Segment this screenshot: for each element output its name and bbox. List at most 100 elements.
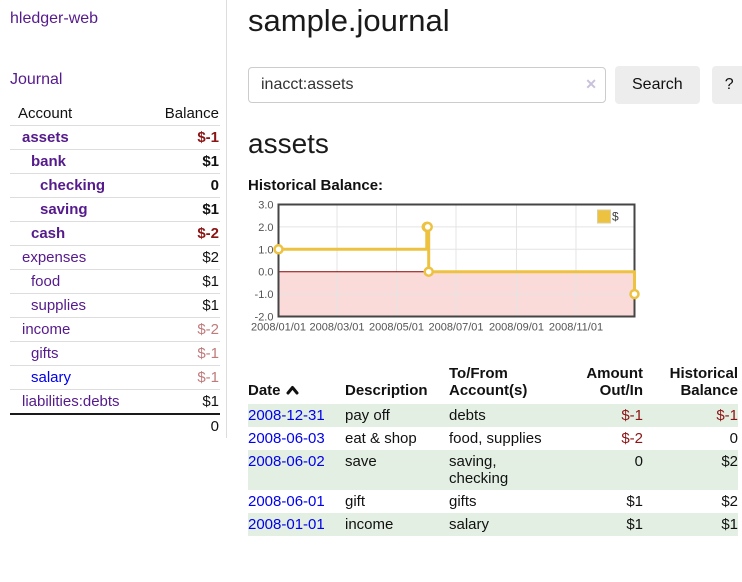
account-balance: $-1 [150, 342, 220, 366]
clear-search-icon[interactable]: ✕ [585, 76, 597, 93]
transaction-row: 2008-06-03eat & shopfood, supplies$-20 [248, 427, 738, 450]
sidebar-account-link-assets[interactable]: assets [22, 129, 69, 146]
sidebar-account-link-saving[interactable]: saving [40, 201, 88, 218]
accounts-table: Account Balance assets $-1 bank $1 checking 0… [10, 102, 220, 438]
transaction-balance-cell: $-1 [643, 404, 738, 427]
account-balance: $-1 [150, 126, 220, 150]
account-balance: 0 [150, 174, 220, 198]
account-balance: $1 [150, 390, 220, 415]
data-point-marker [631, 290, 639, 298]
legend-label: $ [612, 210, 619, 224]
transaction-accounts-cell: food, supplies [449, 427, 561, 450]
account-row: food $1 [10, 270, 220, 294]
sidebar-account-link-gifts[interactable]: gifts [31, 345, 59, 362]
sidebar-account-link-checking[interactable]: checking [40, 177, 105, 194]
y-axis-tick-label: -1.0 [255, 289, 274, 301]
legend-swatch [598, 210, 611, 223]
account-balance: $-2 [150, 318, 220, 342]
sidebar-account-link-income[interactable]: income [22, 321, 70, 338]
transaction-description-cell: income [345, 513, 449, 536]
transaction-accounts-cell: salary [449, 513, 561, 536]
sidebar-account-link-bank[interactable]: bank [31, 153, 66, 170]
data-point-marker [275, 245, 283, 253]
account-row: expenses $2 [10, 246, 220, 270]
data-point-marker [425, 268, 433, 276]
account-row: salary $-1 [10, 366, 220, 390]
sidebar-item-journal[interactable]: Journal [10, 71, 62, 89]
transaction-amount-cell: $1 [561, 490, 643, 513]
transaction-accounts-cell: debts [449, 404, 561, 427]
transaction-balance-cell: $2 [643, 490, 738, 513]
x-axis-tick-label: 2008/01/01 [251, 322, 306, 334]
transaction-date-link[interactable]: 2008-01-01 [248, 516, 325, 533]
account-balance: $1 [150, 270, 220, 294]
x-axis-tick-label: 2008/03/01 [309, 322, 364, 334]
transaction-date-link[interactable]: 2008-06-01 [248, 493, 325, 510]
y-axis-tick-label: 2.0 [258, 222, 273, 234]
balance-column-header: Balance [150, 102, 220, 126]
transaction-accounts-cell: gifts [449, 490, 561, 513]
account-balance: $1 [150, 198, 220, 222]
data-point-marker [424, 223, 432, 231]
transaction-description-cell: save [345, 450, 449, 490]
transaction-date-link[interactable]: 2008-06-02 [248, 453, 325, 470]
sidebar-account-link-liabilities-debts[interactable]: liabilities:debts [22, 393, 120, 410]
description-header: Description [345, 365, 449, 404]
account-title: assets [248, 128, 742, 160]
account-row: checking 0 [10, 174, 220, 198]
accounts-total-row: 0 [10, 414, 220, 438]
transaction-accounts-cell: saving, checking [449, 450, 561, 490]
x-axis-tick-label: 2008/11/01 [549, 322, 603, 334]
page-title: sample.journal [248, 3, 742, 39]
transaction-amount-cell: 0 [561, 450, 643, 490]
x-axis-tick-label: 2008/09/01 [489, 322, 544, 334]
account-column-header: Account [10, 102, 150, 126]
transaction-date-cell: 2008-06-03 [248, 427, 345, 450]
account-balance: $-1 [150, 366, 220, 390]
register-header-row: Date Description To/From Account(s) Amou… [248, 365, 738, 404]
transaction-description-cell: gift [345, 490, 449, 513]
transaction-row: 2008-06-02 savesaving, checking0$2 [248, 450, 738, 490]
search-button[interactable]: Search [615, 66, 700, 104]
accounts-header: To/From Account(s) [449, 365, 561, 404]
account-balance: $1 [150, 294, 220, 318]
transaction-date-link[interactable]: 2008-06-03 [248, 430, 325, 447]
transaction-date-cell: 2008-06-01 [248, 490, 345, 513]
sidebar-account-link-supplies[interactable]: supplies [31, 297, 86, 314]
search-form: ✕ Search ? [248, 66, 742, 104]
account-row: income $-2 [10, 318, 220, 342]
sidebar-account-link-salary[interactable]: salary [31, 369, 71, 386]
x-axis-tick-label: 2008/07/01 [428, 322, 483, 334]
transaction-amount-cell: $-2 [561, 427, 643, 450]
account-row: liabilities:debts $1 [10, 390, 220, 415]
accounts-total-balance: 0 [150, 414, 220, 438]
transaction-balance-cell: $1 [643, 513, 738, 536]
register-table: Date Description To/From Account(s) Amou… [248, 365, 738, 536]
transaction-amount-cell: $1 [561, 513, 643, 536]
account-balance: $1 [150, 150, 220, 174]
transaction-balance-cell: $2 [643, 450, 738, 490]
account-row: saving $1 [10, 198, 220, 222]
transaction-row: 2008-12-31pay offdebts$-1$-1 [248, 404, 738, 427]
account-row: bank $1 [10, 150, 220, 174]
transaction-date-cell: 2008-12-31 [248, 404, 345, 427]
account-row: supplies $1 [10, 294, 220, 318]
search-input[interactable] [248, 67, 606, 103]
sidebar-account-link-cash[interactable]: cash [31, 225, 65, 242]
account-row: assets $-1 [10, 126, 220, 150]
help-button[interactable]: ? [712, 66, 742, 104]
y-axis-tick-label: 0.0 [258, 267, 273, 279]
account-balance: $2 [150, 246, 220, 270]
transaction-date-cell: 2008-06-02 [248, 450, 345, 490]
main-content: sample.journal ✕ Search ? assets Histori… [248, 0, 742, 536]
sidebar-account-link-expenses[interactable]: expenses [22, 249, 86, 266]
amount-header: Amount Out/In [561, 365, 643, 404]
transaction-description-cell: pay off [345, 404, 449, 427]
brand-link[interactable]: hledger-web [10, 10, 98, 28]
date-sort-header[interactable]: Date [248, 365, 345, 404]
account-balance: $-2 [150, 222, 220, 246]
historical-balance-chart: 3.02.01.00.0-1.0-2.02008/01/012008/03/01… [248, 203, 648, 337]
sidebar-account-link-food[interactable]: food [31, 273, 60, 290]
sort-ascending-icon [286, 382, 299, 399]
transaction-date-link[interactable]: 2008-12-31 [248, 407, 325, 424]
